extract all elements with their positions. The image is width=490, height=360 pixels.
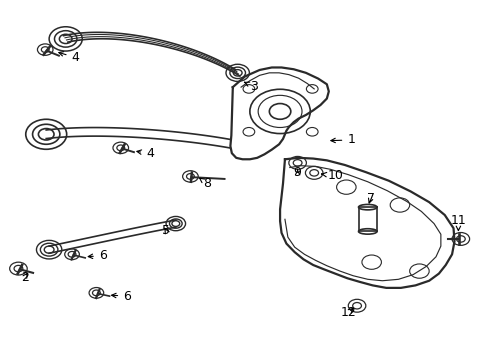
Text: 6: 6 xyxy=(88,249,107,262)
Text: 4: 4 xyxy=(137,147,154,160)
Text: 11: 11 xyxy=(450,213,466,230)
Text: 6: 6 xyxy=(112,289,131,303)
Text: 3: 3 xyxy=(245,80,258,93)
Text: 4: 4 xyxy=(59,51,79,64)
Text: 8: 8 xyxy=(199,177,211,190)
Text: 7: 7 xyxy=(367,192,375,205)
Text: 12: 12 xyxy=(341,306,357,319)
Text: 5: 5 xyxy=(162,224,170,237)
Text: 2: 2 xyxy=(21,271,29,284)
Text: 10: 10 xyxy=(321,169,343,182)
Text: 9: 9 xyxy=(294,166,301,179)
Text: 1: 1 xyxy=(331,134,355,147)
